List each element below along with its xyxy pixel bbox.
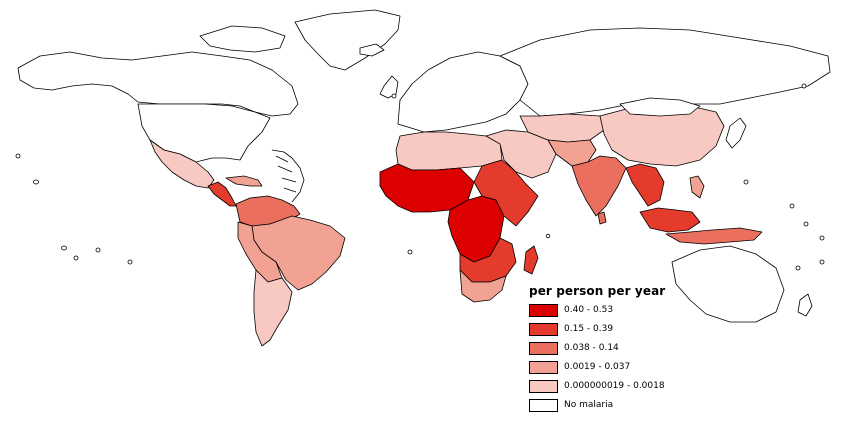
legend-label: 0.40 - 0.53 (564, 305, 614, 315)
region-australia (671, 245, 785, 323)
island-pacific-4 (73, 255, 79, 261)
region-russia (499, 27, 831, 117)
island-pacific-11 (795, 265, 801, 271)
region-afghanistan-pakistan (547, 139, 597, 167)
region-central-america (207, 181, 237, 207)
island-pacific-10 (819, 235, 825, 241)
island-atlantic-1 (391, 93, 397, 99)
region-mexico (149, 139, 215, 189)
island-pacific-6 (127, 259, 133, 265)
legend-title: per person per year (529, 284, 666, 298)
legend-swatch (529, 342, 558, 355)
region-indonesia-east (665, 227, 763, 245)
region-alaska-canada (17, 51, 299, 117)
legend-swatch (529, 323, 558, 336)
region-central-asia (519, 113, 605, 143)
island-atlantic-2 (407, 249, 413, 255)
legend-swatch (529, 304, 558, 317)
legend-label: 0.15 - 0.39 (564, 324, 614, 334)
region-cuba-caribbean (225, 175, 263, 187)
island-pacific-9 (803, 221, 809, 227)
legend-swatch (529, 361, 558, 374)
legend-swatch (529, 380, 558, 393)
region-madagascar (523, 245, 539, 275)
island-pacific-2 (15, 153, 21, 159)
region-canada-arctic-islands (199, 25, 286, 53)
legend-item: 0.15 - 0.39 (529, 322, 749, 337)
island-arctic (801, 83, 807, 89)
legend-item: No malaria (529, 398, 749, 413)
legend: per person per year 0.40 - 0.53 0.15 - 0… (529, 284, 749, 417)
region-europe (397, 51, 529, 133)
region-argentina-chile (253, 269, 293, 347)
region-southeast-asia (625, 163, 665, 207)
region-greenland (294, 9, 401, 71)
island-pacific-12 (819, 259, 825, 265)
island-indian-ocean (545, 233, 551, 239)
region-japan (725, 117, 747, 149)
region-uk-ireland (379, 75, 399, 99)
region-iceland (359, 43, 385, 57)
region-mongolia (619, 97, 701, 117)
island-pacific-5 (95, 247, 101, 253)
island-pacific-8 (789, 203, 795, 209)
region-sumatra-borneo (639, 207, 701, 233)
region-south-africa (459, 269, 507, 303)
region-sri-lanka (597, 211, 607, 225)
legend-label: 0.000000019 - 0.0018 (564, 381, 665, 391)
region-new-zealand (797, 293, 813, 317)
legend-item: 0.000000019 - 0.0018 (529, 379, 749, 394)
legend-item: 0.40 - 0.53 (529, 303, 749, 318)
legend-swatch (529, 399, 558, 412)
region-north-africa (395, 131, 503, 171)
region-india (571, 155, 627, 217)
region-philippines (689, 175, 705, 199)
island-pacific-7 (743, 179, 749, 185)
legend-label: 0.038 - 0.14 (564, 343, 619, 353)
legend-label: No malaria (564, 400, 614, 410)
island-pacific-3 (61, 245, 67, 251)
island-pacific-1 (33, 179, 39, 185)
island-chain-caribbean (271, 149, 305, 203)
legend-label: 0.0019 - 0.037 (564, 362, 631, 372)
legend-item: 0.038 - 0.14 (529, 341, 749, 356)
region-middle-east (485, 129, 557, 179)
legend-item: 0.0019 - 0.037 (529, 360, 749, 375)
